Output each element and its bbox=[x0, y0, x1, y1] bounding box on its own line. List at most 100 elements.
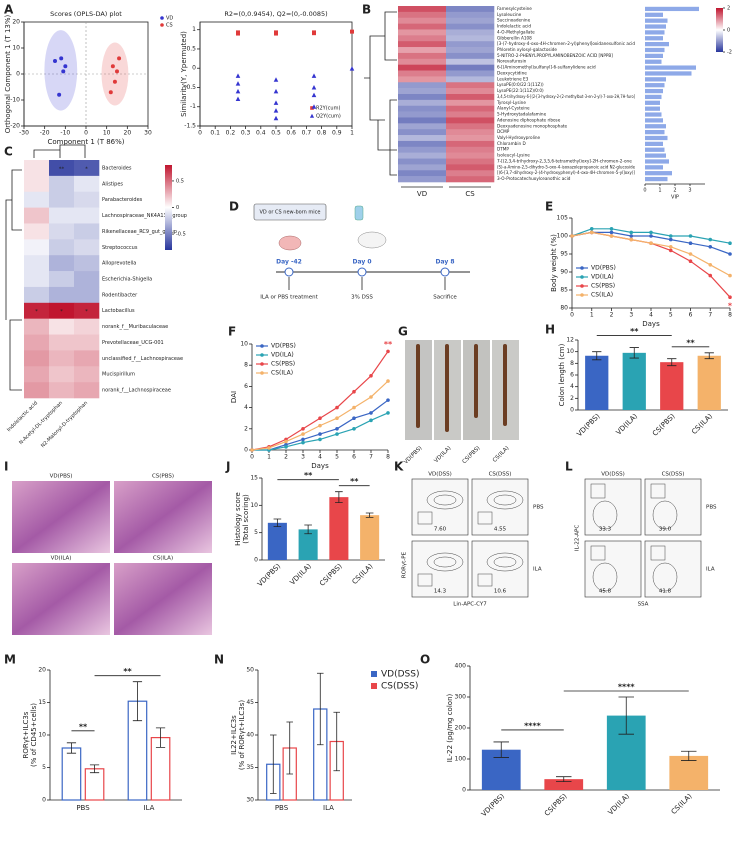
y-tick-label: 10 bbox=[566, 348, 574, 355]
x-axis-label: Days bbox=[642, 320, 660, 328]
row-label: Deoxycytidine bbox=[497, 70, 527, 75]
point bbox=[59, 56, 64, 61]
point bbox=[273, 88, 279, 94]
flow-plot bbox=[411, 540, 469, 598]
photo-label: CS(ILA) bbox=[492, 445, 511, 464]
point bbox=[318, 432, 322, 436]
bar bbox=[622, 352, 646, 410]
day-label: Day -42 bbox=[276, 259, 302, 266]
heatmap-cell bbox=[446, 23, 495, 30]
row-label: Alistipes bbox=[102, 181, 123, 187]
x-axis-label: Days bbox=[311, 462, 329, 470]
legend-label: Q2Y(cum) bbox=[316, 114, 341, 120]
panel-label: C bbox=[4, 145, 13, 159]
heatmap-cell bbox=[74, 334, 100, 351]
legend-marker bbox=[260, 371, 264, 375]
y-axis-label: Body weight (%) bbox=[550, 234, 558, 292]
point bbox=[318, 423, 322, 428]
heatmap-cell bbox=[398, 58, 447, 65]
row-label: 5-Hydroxytadalafamine bbox=[497, 112, 547, 117]
point bbox=[668, 248, 673, 253]
point bbox=[708, 237, 713, 242]
vip-bar bbox=[645, 153, 666, 158]
x-tick-label: 30 bbox=[144, 130, 152, 137]
point bbox=[352, 405, 356, 410]
panel-label: B bbox=[362, 3, 371, 17]
y-tick-label: 15 bbox=[250, 475, 258, 482]
x-tick-label: 1 bbox=[350, 130, 354, 137]
row-label: Valyl-Hydroxyproline bbox=[497, 135, 541, 140]
row-label: Rikenellaceae_RC9_gut_group bbox=[102, 229, 177, 235]
point bbox=[284, 445, 288, 449]
vip-bar bbox=[645, 130, 665, 135]
row-label: Leukotriene E3 bbox=[497, 76, 529, 81]
heatmap-cell bbox=[49, 318, 75, 335]
point bbox=[352, 427, 356, 431]
error-bar bbox=[286, 721, 294, 775]
legend-label: CS(PBS) bbox=[591, 283, 615, 290]
significance: ** bbox=[79, 722, 88, 731]
significance: ** bbox=[630, 327, 639, 336]
heatmap-cell bbox=[24, 223, 50, 240]
heatmap-cell bbox=[446, 58, 495, 65]
heatmap-cell bbox=[74, 239, 100, 256]
legend-marker bbox=[160, 16, 164, 20]
legend-label: CS bbox=[166, 23, 173, 29]
legend-marker bbox=[309, 113, 315, 118]
row-label: Rodentibacter bbox=[102, 292, 138, 298]
heatmap-cell bbox=[74, 366, 100, 383]
row-label: Succinoadenine bbox=[497, 18, 531, 23]
row-label: Alloprevotella bbox=[102, 261, 136, 267]
significance: * bbox=[35, 309, 38, 315]
heatmap-cell bbox=[24, 366, 50, 383]
row-label: 7-[(2,3,4-trihydroxy-2,3,5,6-tetramethyl… bbox=[497, 158, 632, 163]
x-axis-label: Lin-APC-CY7 bbox=[453, 602, 487, 608]
point bbox=[589, 227, 594, 231]
x-tick-label: VD(ILA) bbox=[615, 412, 640, 437]
event-label: Sacrifice bbox=[433, 295, 457, 301]
x-tick-label: 0 bbox=[250, 454, 254, 461]
y-tick-label: 0 bbox=[462, 787, 466, 794]
panel-g: G VD(PBS) VD(ILA) CS(PBS) CS(ILA) bbox=[398, 325, 519, 466]
legend-marker bbox=[580, 293, 584, 297]
vip-bar bbox=[645, 18, 668, 23]
point bbox=[63, 64, 68, 69]
legend-label: CS(DSS) bbox=[381, 682, 418, 692]
legend-label: R2Y(cum) bbox=[316, 106, 340, 112]
vip-bar bbox=[645, 83, 665, 88]
heatmap-cell bbox=[398, 99, 447, 107]
vip-bar bbox=[645, 53, 663, 58]
x-tick-label: VD(PBS) bbox=[480, 792, 506, 818]
x-tick-label: 1 bbox=[267, 454, 271, 461]
legend-label: CS(ILA) bbox=[271, 370, 293, 377]
flow-plot bbox=[644, 478, 702, 536]
row-label: 3-O-Protocatechuoylceanothic acid bbox=[497, 176, 571, 181]
heatmap-cell bbox=[398, 117, 447, 124]
y-tick-label: 80 bbox=[560, 305, 568, 312]
x-tick-label: 0 bbox=[84, 130, 88, 137]
row-label: [3-(7-hydroxy-4-oxo-4H-chromen-2-yl)phen… bbox=[497, 41, 635, 46]
event-label: 3% DSS bbox=[351, 295, 373, 301]
heatmap-cell bbox=[74, 160, 100, 177]
x-tick-label: 0.4 bbox=[256, 130, 266, 137]
legend-label: VD(DSS) bbox=[381, 670, 419, 680]
y-axis-label: Histology score bbox=[234, 492, 242, 546]
heatmap-cell bbox=[49, 223, 75, 240]
dendrogram bbox=[5, 11, 397, 391]
heatmap-cell bbox=[49, 350, 75, 367]
significance: ** bbox=[304, 471, 313, 480]
panel-label: O bbox=[420, 653, 430, 667]
heatmap-cell bbox=[74, 191, 100, 208]
error-bar bbox=[89, 764, 100, 774]
x-tick-label: 6 bbox=[689, 312, 693, 319]
column-label: VD bbox=[417, 190, 427, 198]
error-bar bbox=[316, 672, 324, 746]
error-bar bbox=[629, 347, 639, 359]
x-tick-label: 20 bbox=[124, 130, 132, 137]
point bbox=[386, 379, 390, 383]
heatmap-cell bbox=[446, 76, 495, 83]
vip-label: VIP bbox=[671, 195, 679, 201]
heatmap-cell bbox=[398, 76, 447, 83]
heatmap-cell bbox=[446, 6, 495, 13]
point bbox=[274, 31, 278, 36]
